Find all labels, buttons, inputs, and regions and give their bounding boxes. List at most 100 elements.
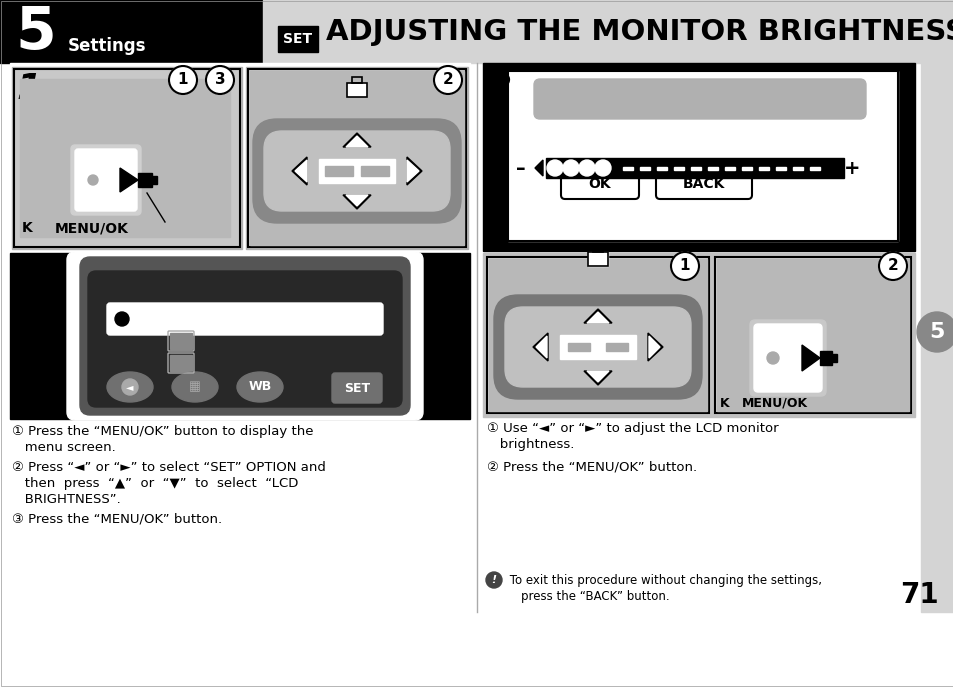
Bar xyxy=(507,71,897,241)
FancyBboxPatch shape xyxy=(494,295,701,399)
Text: 2: 2 xyxy=(886,258,898,273)
Text: !: ! xyxy=(491,575,497,585)
Bar xyxy=(246,67,468,249)
Polygon shape xyxy=(583,371,612,385)
Bar xyxy=(759,166,768,170)
FancyBboxPatch shape xyxy=(264,131,450,211)
Bar xyxy=(820,351,831,365)
Bar xyxy=(792,166,802,170)
Bar xyxy=(14,69,240,247)
Text: brightness.: brightness. xyxy=(486,438,574,451)
Circle shape xyxy=(764,350,781,366)
Bar xyxy=(170,355,192,371)
FancyBboxPatch shape xyxy=(75,149,137,211)
Circle shape xyxy=(169,66,196,94)
Circle shape xyxy=(485,572,501,588)
Text: ADJUSTING THE MONITOR BRIGHTNESS: ADJUSTING THE MONITOR BRIGHTNESS xyxy=(326,18,953,46)
Circle shape xyxy=(595,160,610,176)
Polygon shape xyxy=(346,136,368,147)
Bar xyxy=(10,253,470,419)
Text: 1: 1 xyxy=(16,72,41,106)
Bar xyxy=(248,69,465,247)
Circle shape xyxy=(916,312,953,352)
Bar xyxy=(170,333,192,349)
Polygon shape xyxy=(583,309,612,323)
Circle shape xyxy=(122,379,138,395)
Polygon shape xyxy=(407,157,421,185)
FancyBboxPatch shape xyxy=(67,252,422,420)
Ellipse shape xyxy=(172,372,218,402)
Bar xyxy=(277,26,317,52)
Bar xyxy=(657,166,666,170)
FancyBboxPatch shape xyxy=(753,324,821,392)
Text: ① Use “◄” or “►” to adjust the LCD monitor: ① Use “◄” or “►” to adjust the LCD monit… xyxy=(486,422,778,435)
Text: BRIGHTNESS”.: BRIGHTNESS”. xyxy=(12,493,121,506)
Text: –: – xyxy=(516,159,525,177)
Text: MENU/OK: MENU/OK xyxy=(741,397,807,410)
Bar xyxy=(486,257,708,413)
FancyBboxPatch shape xyxy=(534,79,865,119)
Polygon shape xyxy=(648,336,659,358)
Bar xyxy=(587,252,607,266)
Text: +: + xyxy=(842,159,860,177)
Bar xyxy=(507,71,897,241)
Bar xyxy=(263,0,953,63)
Text: MENU/OK: MENU/OK xyxy=(55,221,129,235)
Bar xyxy=(714,257,910,413)
Bar xyxy=(250,71,463,245)
Bar xyxy=(545,158,843,178)
Text: BACK: BACK xyxy=(682,177,724,191)
Text: 2: 2 xyxy=(486,72,512,106)
Bar xyxy=(593,246,602,252)
Bar xyxy=(622,166,633,170)
Bar xyxy=(0,0,263,63)
FancyBboxPatch shape xyxy=(749,320,825,396)
Text: 5: 5 xyxy=(15,3,55,60)
Bar xyxy=(587,252,607,266)
Bar xyxy=(484,255,710,415)
FancyBboxPatch shape xyxy=(332,373,381,403)
Bar xyxy=(690,166,700,170)
Polygon shape xyxy=(294,160,307,182)
Bar xyxy=(347,83,367,97)
Polygon shape xyxy=(407,160,418,182)
Bar xyxy=(673,166,683,170)
Text: K: K xyxy=(22,221,32,235)
Text: OK: OK xyxy=(588,177,611,191)
Polygon shape xyxy=(533,333,547,361)
Text: SET: SET xyxy=(283,32,313,46)
Polygon shape xyxy=(536,336,546,358)
Polygon shape xyxy=(647,333,662,361)
Polygon shape xyxy=(801,345,820,371)
Bar xyxy=(152,176,157,184)
FancyBboxPatch shape xyxy=(80,257,410,415)
Text: ② Press “◄” or “►” to select “SET” OPTION and: ② Press “◄” or “►” to select “SET” OPTIO… xyxy=(12,461,326,474)
Text: WB: WB xyxy=(248,381,272,394)
Polygon shape xyxy=(120,168,138,192)
Bar xyxy=(352,77,361,83)
Text: K: K xyxy=(720,397,729,410)
FancyBboxPatch shape xyxy=(504,307,690,387)
Circle shape xyxy=(562,160,578,176)
Text: ① Press the “MENU/OK” button to display the: ① Press the “MENU/OK” button to display … xyxy=(12,425,314,438)
Text: ② Press the “MENU/OK” button.: ② Press the “MENU/OK” button. xyxy=(486,460,697,473)
Bar xyxy=(482,63,914,251)
Polygon shape xyxy=(292,157,307,185)
Bar xyxy=(741,166,751,170)
Text: 1: 1 xyxy=(177,73,188,87)
Polygon shape xyxy=(343,195,371,209)
Circle shape xyxy=(546,160,562,176)
Text: ◄: ◄ xyxy=(126,382,133,392)
Bar xyxy=(717,259,908,411)
Text: 71: 71 xyxy=(899,581,938,609)
FancyBboxPatch shape xyxy=(253,119,460,223)
Bar xyxy=(482,253,914,417)
Bar xyxy=(20,79,230,237)
Bar xyxy=(831,354,836,362)
Text: menu screen.: menu screen. xyxy=(12,441,115,454)
Bar xyxy=(347,83,367,97)
Bar xyxy=(920,63,953,612)
Circle shape xyxy=(766,352,779,364)
Circle shape xyxy=(878,252,906,280)
Polygon shape xyxy=(346,195,368,206)
